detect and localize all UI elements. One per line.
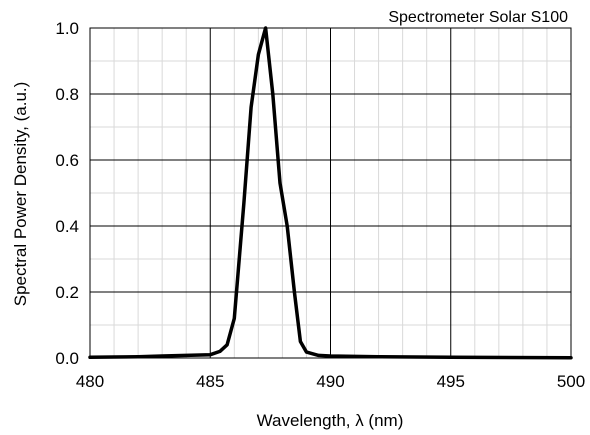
x-tick-label: 495 [437,372,465,391]
y-tick-label: 0.8 [55,85,79,104]
y-tick-label: 0.2 [55,283,79,302]
x-tick-labels: 480 485 490 495 500 [76,372,585,391]
x-tick-label: 500 [557,372,585,391]
series-line-1 [88,26,573,360]
y-tick-label: 0.0 [55,349,79,368]
x-axis-label: Wavelength, λ (nm) [257,411,404,430]
x-tick-label: 490 [316,372,344,391]
chart-title: Spectrometer Solar S100 [388,9,568,26]
series-layer [88,26,573,360]
y-tick-labels: 0.0 0.2 0.4 0.6 0.8 1.0 [55,19,79,368]
y-tick-label: 0.4 [55,217,79,236]
y-axis-label: Spectral Power Density, (a.u.) [11,82,30,307]
y-tick-label: 1.0 [55,19,79,38]
y-tick-label: 0.6 [55,151,79,170]
x-tick-label: 480 [76,372,104,391]
plot-frame [89,27,572,359]
x-tick-label: 485 [196,372,224,391]
